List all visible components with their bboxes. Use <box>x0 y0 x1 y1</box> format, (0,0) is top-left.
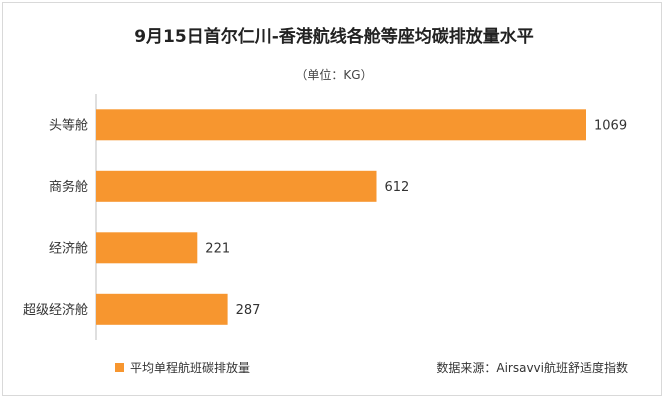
legend-label: 平均单程航班碳排放量 <box>130 361 251 375</box>
bar-2 <box>96 232 198 264</box>
category-label-2: 经济舱 <box>49 241 88 256</box>
chart-subtitle: （单位：KG） <box>295 68 373 82</box>
legend-swatch <box>115 363 124 372</box>
bar-0 <box>96 109 586 141</box>
data-label-1: 612 <box>385 180 410 195</box>
category-label-3: 超级经济舱 <box>23 303 88 318</box>
source-note: 数据来源：Airsavvi航班舒适度指数 <box>436 361 628 375</box>
data-label-3: 287 <box>236 303 261 318</box>
data-label-0: 1069 <box>594 118 627 133</box>
bar-1 <box>96 170 377 202</box>
chart-title: 9月15日首尔仁川-香港航线各舱等座均碳排放量水平 <box>134 27 534 47</box>
legend: 平均单程航班碳排放量 <box>115 359 250 376</box>
bar-3 <box>96 293 228 325</box>
category-label-1: 商务舱 <box>49 179 88 195</box>
data-label-2: 221 <box>205 241 230 256</box>
category-label-0: 头等舱 <box>49 117 88 133</box>
